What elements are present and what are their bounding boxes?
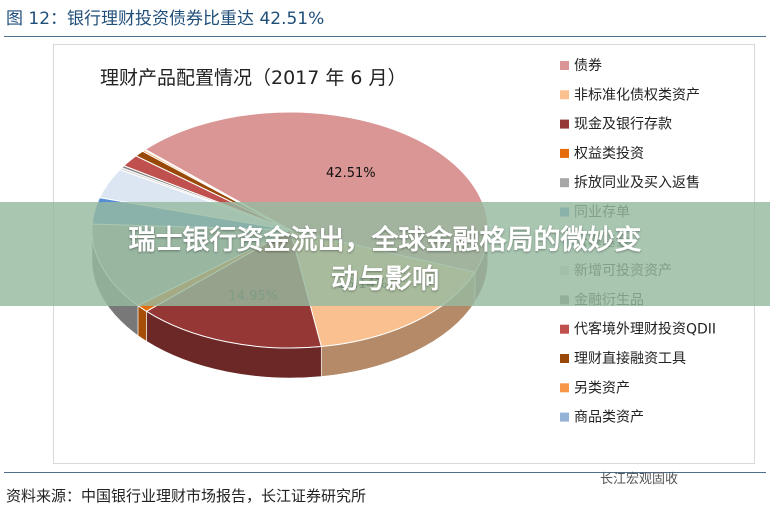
chart-title: 理财产品配置情况（2017 年 6 月） [100, 67, 407, 89]
headline-line-2: 动与影响 [331, 264, 439, 295]
headline-banner [0, 202, 770, 306]
legend-swatch-3 [560, 148, 569, 158]
watermark-text: 长江宏观固收 [600, 472, 679, 487]
data-label-0: 42.51% [326, 166, 376, 181]
legend-swatch-2 [560, 119, 569, 129]
title-rule [4, 36, 766, 37]
legend-label-9: 代客境外理财投资QDII [574, 321, 716, 338]
legend-swatch-9 [560, 324, 569, 334]
legend-label-0: 债券 [574, 58, 602, 74]
legend-label-3: 权益类投资 [574, 146, 644, 162]
legend-label-11: 另类资产 [574, 380, 630, 396]
legend-label-2: 现金及银行存款 [574, 117, 672, 133]
legend-label-12: 商品类资产 [574, 410, 644, 426]
legend-label-1: 非标准化债权类资产 [574, 87, 700, 103]
legend-label-4: 拆放同业及买入返售 [574, 175, 700, 191]
legend-label-10: 理财直接融资工具 [574, 350, 686, 367]
legend-swatch-12 [560, 412, 569, 422]
legend-swatch-4 [560, 178, 569, 188]
legend-swatch-11 [560, 383, 569, 393]
legend-swatch-10 [560, 354, 569, 363]
bottom-rule [4, 472, 766, 473]
legend-swatch-1 [560, 90, 569, 100]
figure-title: 图 12：银行理财投资债券比重达 42.51% [6, 9, 325, 29]
legend-swatch-0 [560, 61, 569, 70]
headline-line-1: 瑞士银行资金流出，全球金融格局的微妙变 [128, 225, 642, 256]
source-note: 资料来源：中国银行业理财市场报告，长江证券研究所 [6, 487, 367, 505]
